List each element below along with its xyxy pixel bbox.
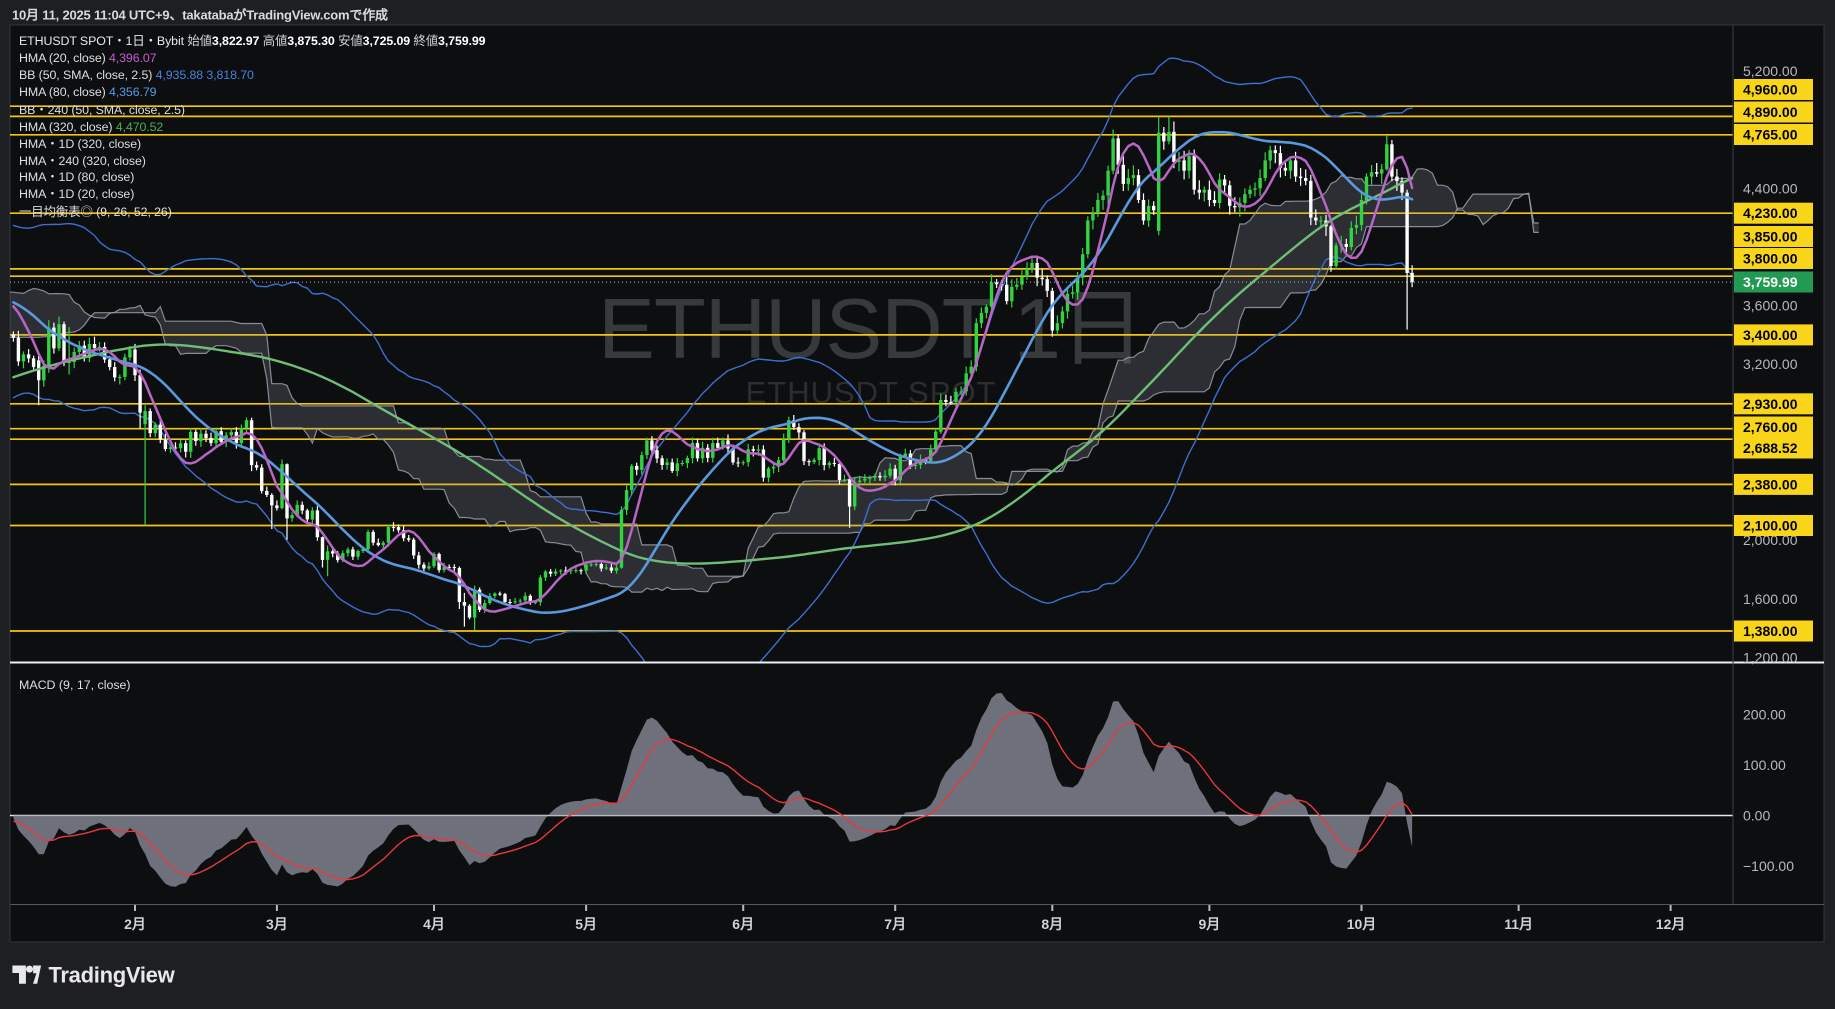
svg-text:2,380.00: 2,380.00 [1743, 476, 1798, 492]
svg-text:1,600.00: 1,600.00 [1743, 591, 1798, 607]
svg-text:4月: 4月 [423, 916, 445, 932]
svg-text:11月: 11月 [1504, 916, 1533, 932]
svg-text:2,760.00: 2,760.00 [1743, 419, 1798, 435]
svg-text:−100.00: −100.00 [1743, 858, 1794, 874]
svg-text:5,200.00: 5,200.00 [1743, 63, 1798, 79]
svg-text:9月: 9月 [1199, 916, 1221, 932]
svg-text:6月: 6月 [732, 916, 754, 932]
svg-text:MACD (9, 17, close): MACD (9, 17, close) [19, 678, 131, 692]
svg-text:TradingView: TradingView [49, 963, 176, 988]
svg-text:7月: 7月 [884, 916, 906, 932]
svg-text:10月 11, 2025 11:04 UTC+9、takat: 10月 11, 2025 11:04 UTC+9、takatabaがTradin… [12, 8, 388, 23]
svg-text:2,930.00: 2,930.00 [1743, 396, 1798, 412]
svg-text:HMA・1D (20, close): HMA・1D (20, close) [19, 187, 134, 201]
svg-text:2月: 2月 [124, 916, 146, 932]
svg-text:HMA (80, close) 4,356.79: HMA (80, close) 4,356.79 [19, 85, 157, 99]
svg-text:HMA (20, close) 4,396.07: HMA (20, close) 4,396.07 [19, 51, 157, 65]
svg-text:2,688.52: 2,688.52 [1743, 440, 1798, 456]
svg-text:ETHUSDT SPOT・1日・Bybit 始値3,822: ETHUSDT SPOT・1日・Bybit 始値3,822.97 高値3,875… [19, 33, 486, 48]
svg-text:4,960.00: 4,960.00 [1743, 82, 1798, 98]
svg-text:3,850.00: 3,850.00 [1743, 229, 1798, 245]
svg-text:HMA・1D (320, close): HMA・1D (320, close) [19, 137, 141, 151]
svg-text:4,400.00: 4,400.00 [1743, 180, 1798, 196]
svg-text:4,765.00: 4,765.00 [1743, 127, 1798, 143]
svg-text:2,000.00: 2,000.00 [1743, 532, 1798, 548]
svg-text:ETHUSDT 1日: ETHUSDT 1日 [598, 282, 1144, 377]
svg-text:4,890.00: 4,890.00 [1743, 104, 1798, 120]
svg-text:BB (50, SMA, close, 2.5) 4,93: BB (50, SMA, close, 2.5) 4,935.88 3,818.… [19, 68, 254, 82]
svg-text:2,100.00: 2,100.00 [1743, 518, 1798, 534]
svg-text:200.00: 200.00 [1743, 706, 1786, 722]
svg-text:3,800.00: 3,800.00 [1743, 251, 1798, 267]
svg-text:3,200.00: 3,200.00 [1743, 356, 1798, 372]
svg-text:8月: 8月 [1041, 916, 1063, 932]
svg-text:1,200.00: 1,200.00 [1743, 649, 1798, 665]
svg-text:5月: 5月 [575, 916, 597, 932]
svg-text:一目均衡表◎ (9, 26, 52, 26): 一目均衡表◎ (9, 26, 52, 26) [19, 205, 172, 219]
svg-text:0.00: 0.00 [1743, 808, 1770, 824]
svg-text:4,230.00: 4,230.00 [1743, 205, 1798, 221]
svg-text:100.00: 100.00 [1743, 757, 1786, 773]
svg-text:HMA (320, close) 4,470.52: HMA (320, close) 4,470.52 [19, 120, 163, 134]
svg-text:12月: 12月 [1656, 916, 1686, 932]
svg-text:3,600.00: 3,600.00 [1743, 298, 1798, 314]
svg-text:3,400.00: 3,400.00 [1743, 327, 1798, 343]
svg-text:3月: 3月 [266, 916, 288, 932]
svg-text:3,759.99: 3,759.99 [1743, 274, 1798, 290]
svg-text:HMA・240 (320, close): HMA・240 (320, close) [19, 154, 146, 168]
svg-text:10月: 10月 [1347, 916, 1377, 932]
svg-text:1,380.00: 1,380.00 [1743, 623, 1798, 639]
svg-text:HMA・1D (80, close): HMA・1D (80, close) [19, 170, 134, 184]
svg-text:BB・240 (50, SMA, close, 2.5): BB・240 (50, SMA, close, 2.5) [19, 103, 185, 117]
